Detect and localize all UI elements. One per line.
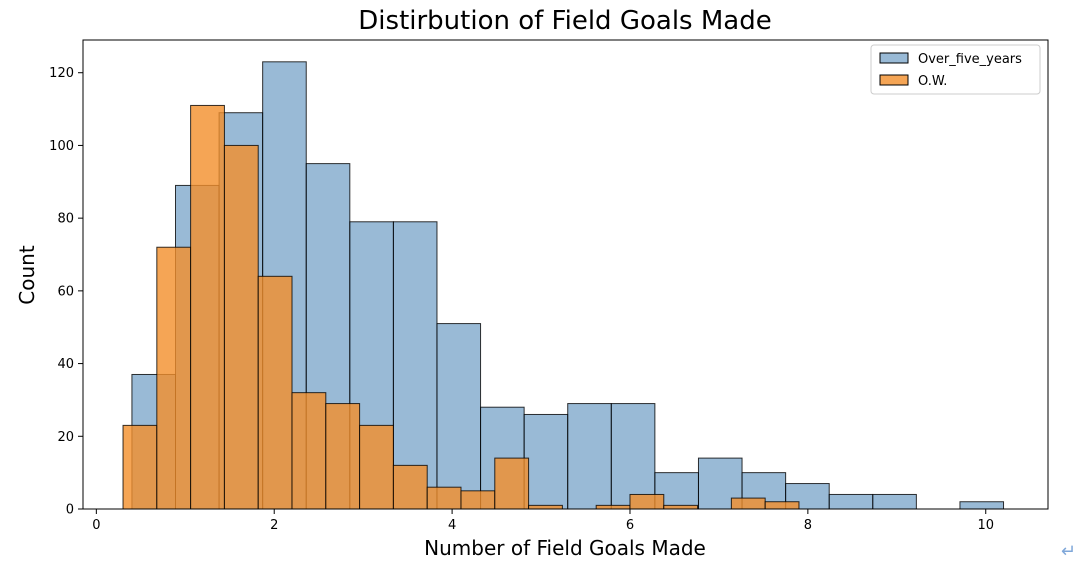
chart-title: Distirbution of Field Goals Made	[358, 6, 771, 36]
bar-over-five-years-6	[392, 221, 438, 510]
bar-over-five-years-7	[436, 323, 482, 510]
bar-ow-7	[359, 424, 394, 510]
bar-ow-18	[730, 497, 766, 510]
y-tick-label: 80	[57, 212, 74, 227]
x-tick-label: 8	[804, 518, 812, 533]
y-tick-label: 40	[57, 357, 74, 372]
legend-swatch-over-five-years	[879, 52, 909, 64]
series-ow	[122, 104, 800, 510]
bar-ow-15	[629, 493, 665, 510]
y-tick-label: 100	[49, 139, 74, 154]
bar-over-five-years-13	[697, 457, 743, 510]
bar-over-five-years-11	[610, 403, 656, 510]
plot-frame	[82, 39, 1049, 510]
bar-over-five-years-10	[567, 403, 612, 510]
bar-over-five-years-9	[523, 413, 569, 510]
bar-ow-3	[223, 144, 259, 510]
bar-ow-9	[426, 486, 462, 510]
legend-label-ow: O.W.	[918, 74, 947, 89]
legend: Over_five_years O.W.	[870, 44, 1041, 95]
x-axis-label: Number of Field Goals Made	[424, 536, 706, 560]
plot-area	[82, 39, 1049, 510]
legend-swatch-ow	[879, 74, 909, 86]
y-tick-label: 0	[66, 503, 74, 518]
bar-ow-0	[122, 424, 158, 510]
legend-frame	[870, 44, 1041, 95]
bar-over-five-years-17	[872, 493, 917, 510]
legend-label-over-five-years: Over_five_years	[918, 52, 1022, 67]
bar-ow-11	[494, 457, 530, 510]
x-axis: 0 2 4 6 8 10	[92, 509, 994, 533]
bar-ow-5	[291, 392, 327, 510]
y-axis: 0 20 40 60 80 100 120	[49, 66, 83, 518]
bars-layer	[122, 61, 1005, 510]
bar-over-five-years-16	[828, 493, 874, 510]
x-tick-label: 10	[977, 518, 994, 533]
bar-ow-2	[190, 104, 225, 510]
x-tick-label: 2	[270, 518, 278, 533]
y-tick-label: 60	[57, 284, 74, 299]
y-tick-label: 120	[49, 66, 74, 81]
bar-ow-12	[528, 504, 563, 510]
bar-ow-16	[663, 504, 699, 510]
bar-over-five-years-19	[959, 501, 1005, 510]
bar-ow-10	[460, 490, 496, 510]
x-tick-label: 4	[448, 518, 456, 533]
x-tick-label: 0	[92, 518, 100, 533]
y-tick-label: 20	[57, 430, 74, 445]
bar-ow-4	[257, 275, 293, 510]
return-arrow-icon: ↵	[1060, 541, 1076, 562]
bar-ow-14	[595, 504, 631, 510]
bar-ow-6	[325, 403, 361, 510]
y-axis-label: Count	[15, 245, 39, 305]
x-tick-label: 6	[626, 518, 634, 533]
bar-ow-8	[392, 464, 428, 510]
bar-ow-19	[764, 501, 800, 510]
bar-ow-1	[156, 246, 192, 510]
